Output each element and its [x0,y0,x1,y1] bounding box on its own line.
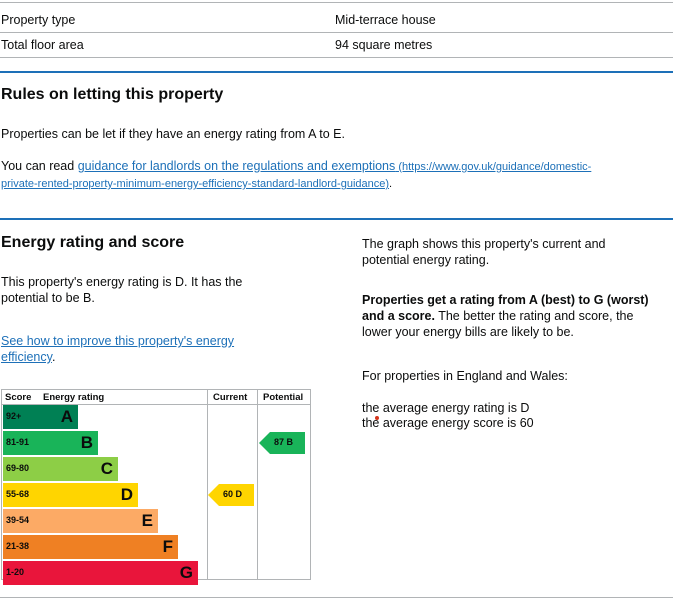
band-letter: E [141,511,153,530]
band-b: 81-91 B [3,431,98,455]
potential-rating-arrow-label: 87 B [274,437,294,447]
rating-explanation: Properties get a rating from A (best) to… [362,293,649,339]
guidance-paragraph: You can read guidance for landlords on t… [1,159,592,190]
potential-header: Potential [263,392,304,403]
band-letter: C [100,459,113,478]
table-row-rule [0,32,673,33]
current-rating-arrow: 60 D [208,484,254,506]
band-range: 69-80 [6,463,30,473]
band-e: 39-54 E [3,509,158,533]
band-c: 69-80 C [3,457,118,481]
band-letter: B [80,433,93,452]
band-range: 55-68 [6,489,30,499]
property-type-label: Property type [1,13,76,27]
potential-column-border [257,390,258,579]
rating-header: Energy rating [43,392,105,403]
graph-intro: The graph shows this property's current … [362,237,606,267]
guidance-link-url[interactable]: private-rented-property-minimum-energy-e… [1,178,390,190]
band-d: 55-68 D [3,483,138,507]
chart-header-rule [2,404,310,405]
band-range: 39-54 [6,515,30,525]
improve-paragraph: See how to improve this property's energ… [1,334,235,364]
england-wales-text: For properties in England and Wales: [362,369,568,383]
rules-paragraph: Properties can be let if they have an en… [1,127,345,141]
band-range: 21-38 [6,541,30,551]
current-header: Current [213,392,248,403]
band-a: 92+ A [3,405,78,429]
potential-rating-arrow: 87 B [259,432,305,454]
guidance-prefix: You can read [1,159,78,173]
floor-area-label: Total floor area [1,38,84,52]
band-g: 1-20 G [3,561,198,585]
current-rating-arrow-label: 60 D [223,489,243,499]
current-column-border [207,390,208,579]
score-header: Score [5,392,32,403]
red-dot-marker [375,416,379,420]
energy-rating-chart: Score Energy rating Current Potential 92… [1,389,311,585]
band-letter: G [179,563,193,582]
floor-area-value: 94 square metres [335,38,433,52]
band-range: 92+ [6,411,22,421]
section-divider-2 [0,218,673,220]
band-letter: A [60,407,73,426]
bottom-rule [0,597,673,598]
guidance-link[interactable]: guidance for landlords on the regulation… [77,159,592,173]
energy-heading: Energy rating and score [1,234,185,251]
table-bottom-rule [0,57,673,58]
band-range: 81-91 [6,437,30,447]
rules-heading: Rules on letting this property [1,86,224,103]
energy-rating-text: This property's energy rating is D. It h… [1,275,243,305]
property-type-value: Mid-terrace house [335,13,436,27]
band-f: 21-38 F [3,535,178,559]
band-range: 1-20 [6,567,25,577]
average-score: the average energy score is 60 [362,416,534,430]
improve-link-line2[interactable]: efficiency [1,350,52,364]
band-letter: D [120,485,133,504]
improve-link[interactable]: See how to improve this property's energ… [1,334,235,348]
band-letter: F [162,537,173,556]
section-divider [0,71,673,73]
table-top-rule [0,2,673,3]
average-rating: the average energy rating is D [362,401,530,415]
